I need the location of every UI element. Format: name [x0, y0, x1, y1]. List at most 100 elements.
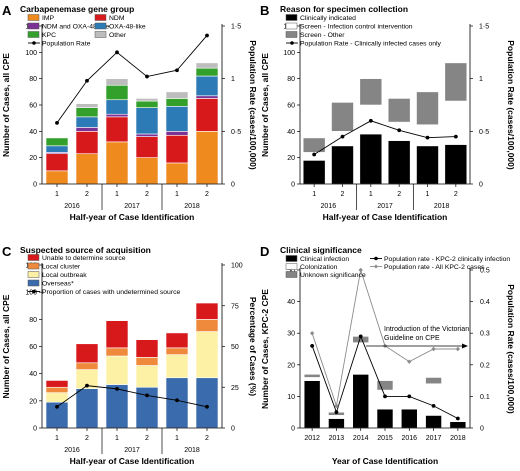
panel-b-line-0 [313, 120, 456, 155]
panel-a-year-label-1: 2017 [124, 203, 140, 210]
panel-a-y2tick-label-0: 0 [231, 182, 235, 189]
panel-a-bar-0-1 [75, 153, 99, 185]
panel-d-bar-1-5 [425, 383, 442, 416]
panel-a-xtick-label-5: 2 [205, 191, 209, 198]
panel-d-legend-label-series-1: Colonization [300, 264, 338, 271]
panel-a-bar-2-1 [75, 127, 99, 132]
panel-c-line-0-point-5 [205, 404, 209, 409]
panel-c-legend-label-line-0: Proportion of cases with undetermined so… [42, 289, 180, 296]
panel-a-legend-swatch-series-3 [94, 22, 107, 30]
panel-d-letter: D [260, 244, 269, 259]
panel-a-ytick-label-2: 40 [29, 129, 37, 136]
panel-c-bar-3-0 [45, 380, 69, 388]
panel-b-y2tick-label-3: 1·5 [479, 24, 489, 31]
panel-c-legend-label-series-0: Overseas* [42, 281, 74, 288]
panel-c-bar-3-2 [105, 320, 129, 349]
panel-d-bar-0-2 [352, 373, 370, 429]
panel-d-legend-label-series-2: Unknown significance [300, 272, 366, 279]
panel-a-line-0-point-3 [145, 74, 149, 79]
panel-d-line-1-point-4 [407, 359, 412, 364]
panel-d-annotation-line1: Introduction of the Victorian [384, 326, 469, 333]
panel-d-line-1-point-0 [309, 331, 315, 336]
panel-c-line-0-point-4 [175, 398, 179, 403]
panel-a-y2label: Population Rate (cases/100,000) [248, 40, 258, 170]
panel-b-ytick-label-5: 100 [283, 50, 295, 57]
panel-c-bar-3-3 [135, 339, 159, 358]
panel-d-line-0-point-3 [383, 394, 387, 399]
panel-c-legend-swatch-series-2 [27, 262, 40, 270]
panel-d-bar-2-5 [425, 377, 442, 385]
panel-d-line-1-point-5 [431, 346, 436, 352]
panel-d-line-1-point-2 [358, 267, 363, 273]
panel-a-line-0-point-4 [175, 68, 179, 73]
panel-a-bar-4-2 [105, 84, 129, 101]
panel-a-legend-label-series-4: KPC [42, 32, 56, 39]
panel-c-xtick-label-5: 2 [205, 435, 209, 442]
panel-b-bar-0-5 [444, 144, 468, 185]
panel-a-y2tick-label-2: 1 [231, 76, 235, 83]
panel-a-legend-label-line-0: Population Rate [42, 41, 91, 48]
panel-c-y2tick-label-0: 0 [231, 426, 235, 433]
panel-a-bar-2-5 [195, 95, 219, 99]
panel-b-line-0-point-3 [397, 128, 402, 133]
panel-d-y2label: Population Rate (cases/100,000) [506, 284, 516, 414]
panel-b-letter: B [260, 3, 269, 18]
panel-b-ytick-label-2: 40 [287, 129, 295, 136]
panel-b-year-label-1: 2017 [377, 203, 393, 210]
panel-a-line-0-point-5 [205, 33, 209, 38]
panel-b-ytick-label-4: 80 [287, 76, 295, 83]
panel-d-bar-0-0 [303, 380, 321, 429]
panel-b-bar-0-3 [387, 140, 411, 185]
panel-a-xtick-label-2: 1 [115, 191, 119, 198]
panel-c-bar-1-4 [165, 354, 189, 379]
panel-b-xtick-label-1: 2 [341, 191, 345, 198]
panel-c-bar-0-2 [105, 384, 129, 429]
panel-c-xtick-label-0: 1 [55, 435, 59, 442]
panel-d-xtick-label-4: 2016 [401, 435, 417, 442]
panel-a-bar-5-5 [195, 62, 219, 69]
panel-c-bar-3-1 [75, 343, 99, 364]
panel-b-bar-0-0 [302, 160, 326, 185]
panel-a-xtick-label-1: 2 [85, 191, 89, 198]
panel-b-bar-2-0 [302, 137, 326, 153]
panel-a-bar-1-3 [135, 136, 159, 158]
panel-b-y2tick-label-1: 0·5 [479, 129, 489, 136]
panel-b-legend-label-series-0: Clinically indicated [300, 15, 356, 22]
panel-d-xtick-label-0: 2012 [304, 435, 320, 442]
panel-a-bar-0-2 [105, 141, 129, 185]
panel-d-y2tick-label-4: 0.4 [480, 299, 490, 306]
panel-d-ytick-label-4: 40 [287, 299, 295, 306]
panel-d-annotation-arrow-head [462, 343, 468, 349]
panel-d-xtick-label-6: 2018 [450, 435, 466, 442]
panel-c-bar-2-2 [105, 347, 129, 357]
panel-d-xtick-label-3: 2015 [377, 435, 393, 442]
panel-d-legend-marker-line-1 [374, 264, 378, 269]
panel-b-xtick-label-0: 1 [312, 191, 316, 198]
panel-d-legend-swatch-series-2 [285, 271, 298, 278]
panel-a-title: Carbapenemase gene group [20, 4, 134, 14]
panel-d-xtick-label-2: 2014 [353, 435, 369, 442]
panel-a-ytick-label-4: 80 [29, 76, 37, 83]
panel-a-bar-4-0 [45, 137, 69, 147]
panel-b-bar-2-5 [444, 62, 468, 102]
panel-a-legend-swatch-series-0 [27, 14, 40, 21]
panel-a-year-label-2: 2018 [184, 203, 200, 210]
panel-d-y2tick-label-2: 0.2 [480, 362, 490, 369]
panel-a-year-label-0: 2016 [64, 203, 80, 210]
panel-a-bar-0-5 [195, 131, 219, 185]
panel-b-xtick-label-4: 1 [426, 191, 430, 198]
panel-a-bar-1-2 [105, 116, 129, 143]
panel-b-legend-label-series-1: Screen - Infection control intervention [300, 24, 413, 31]
panel-c-bar-1-2 [105, 355, 129, 385]
panel-a-bar-5-4 [165, 91, 189, 99]
panel-a-ytick-label-5: 100 [25, 50, 37, 57]
panel-c-bar-2-3 [135, 357, 159, 366]
panel-d-bar-1-6 [449, 377, 467, 422]
panel-c-y2tick-label-1: 25 [231, 385, 239, 392]
panel-d-y2tick-label-1: 0.1 [480, 394, 490, 401]
panel-c-xtick-label-1: 2 [85, 435, 89, 442]
panel-d-bar-2-3 [376, 380, 394, 391]
panel-d-legend-swatch-series-0 [285, 255, 298, 262]
panel-a-bar-1-1 [75, 131, 99, 155]
